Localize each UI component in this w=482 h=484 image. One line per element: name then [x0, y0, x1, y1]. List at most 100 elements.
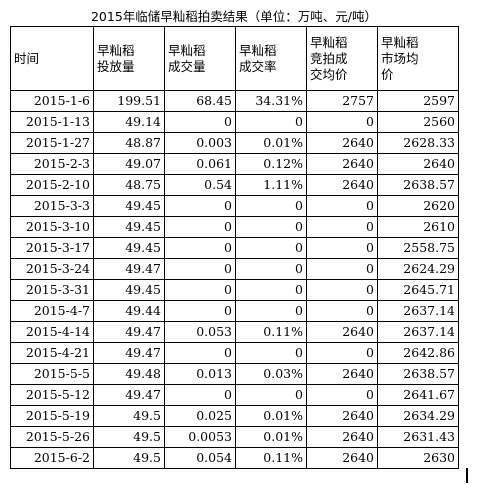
cell-supply[interactable]: 49.45 — [93, 216, 165, 238]
cell-avg-price[interactable]: 2757 — [306, 90, 378, 112]
cell-date[interactable]: 2015-3-10 — [10, 216, 94, 238]
header-cell-volume[interactable]: 早籼稻 成交量 — [164, 26, 236, 91]
cell-date[interactable]: 2015-6-2 — [10, 447, 94, 469]
cell-supply[interactable]: 49.5 — [93, 426, 165, 448]
cell-date[interactable]: 2015-2-10 — [10, 174, 94, 196]
cell-supply[interactable]: 49.48 — [93, 363, 165, 385]
cell-market-price[interactable]: 2597 — [377, 90, 459, 112]
cell-avg-price[interactable]: 0 — [306, 216, 378, 238]
cell-date[interactable]: 2015-4-7 — [10, 300, 94, 322]
cell-rate[interactable]: 0.01% — [235, 132, 307, 154]
cell-avg-price[interactable]: 2640 — [306, 321, 378, 343]
cell-date[interactable]: 2015-5-19 — [10, 405, 94, 427]
cell-supply[interactable]: 48.87 — [93, 132, 165, 154]
cell-supply[interactable]: 49.47 — [93, 321, 165, 343]
cell-supply[interactable]: 49.5 — [93, 447, 165, 469]
cell-date[interactable]: 2015-1-13 — [10, 111, 94, 133]
cell-rate[interactable]: 0.11% — [235, 447, 307, 469]
cell-avg-price[interactable]: 2640 — [306, 132, 378, 154]
cell-rate[interactable]: 0.03% — [235, 363, 307, 385]
cell-market-price[interactable]: 2624.29 — [377, 258, 459, 280]
cell-supply[interactable]: 49.47 — [93, 258, 165, 280]
cell-avg-price[interactable]: 2640 — [306, 153, 378, 175]
cell-volume[interactable]: 0.061 — [164, 153, 236, 175]
cell-avg-price[interactable]: 0 — [306, 279, 378, 301]
cell-avg-price[interactable]: 2640 — [306, 405, 378, 427]
cell-rate[interactable]: 0 — [235, 195, 307, 217]
cell-rate[interactable]: 0.01% — [235, 405, 307, 427]
cell-rate[interactable]: 0 — [235, 384, 307, 406]
cell-supply[interactable]: 49.45 — [93, 195, 165, 217]
cell-volume[interactable]: 0.54 — [164, 174, 236, 196]
cell-rate[interactable]: 0.12% — [235, 153, 307, 175]
cell-avg-price[interactable]: 0 — [306, 384, 378, 406]
cell-rate[interactable]: 0 — [235, 279, 307, 301]
header-cell-supply[interactable]: 早籼稻 投放量 — [93, 26, 165, 91]
cell-date[interactable]: 2015-4-14 — [10, 321, 94, 343]
header-cell-date[interactable]: 时间 — [10, 26, 94, 91]
cell-supply[interactable]: 49.5 — [93, 405, 165, 427]
cell-volume[interactable]: 0 — [164, 237, 236, 259]
cell-market-price[interactable]: 2640 — [377, 153, 459, 175]
cell-avg-price[interactable]: 0 — [306, 342, 378, 364]
cell-market-price[interactable]: 2610 — [377, 216, 459, 238]
cell-market-price[interactable]: 2631.43 — [377, 426, 459, 448]
cell-date[interactable]: 2015-5-12 — [10, 384, 94, 406]
cell-volume[interactable]: 0.054 — [164, 447, 236, 469]
cell-market-price[interactable]: 2641.67 — [377, 384, 459, 406]
cell-market-price[interactable]: 2634.29 — [377, 405, 459, 427]
cell-date[interactable]: 2015-3-17 — [10, 237, 94, 259]
cell-avg-price[interactable]: 2640 — [306, 447, 378, 469]
cell-market-price[interactable]: 2560 — [377, 111, 459, 133]
cell-market-price[interactable]: 2630 — [377, 447, 459, 469]
cell-market-price[interactable]: 2620 — [377, 195, 459, 217]
cell-supply[interactable]: 49.44 — [93, 300, 165, 322]
cell-date[interactable]: 2015-3-31 — [10, 279, 94, 301]
cell-market-price[interactable]: 2638.57 — [377, 174, 459, 196]
cell-market-price[interactable]: 2558.75 — [377, 237, 459, 259]
cell-volume[interactable]: 0.0053 — [164, 426, 236, 448]
cell-volume[interactable]: 0 — [164, 111, 236, 133]
cell-supply[interactable]: 49.47 — [93, 342, 165, 364]
cell-avg-price[interactable]: 0 — [306, 195, 378, 217]
cell-rate[interactable]: 34.31% — [235, 90, 307, 112]
cell-avg-price[interactable]: 2640 — [306, 426, 378, 448]
cell-date[interactable]: 2015-5-5 — [10, 363, 94, 385]
cell-volume[interactable]: 0 — [164, 216, 236, 238]
cell-supply[interactable]: 49.45 — [93, 237, 165, 259]
cell-rate[interactable]: 0 — [235, 258, 307, 280]
cell-supply[interactable]: 49.45 — [93, 279, 165, 301]
cell-volume[interactable]: 0 — [164, 384, 236, 406]
cell-volume[interactable]: 0 — [164, 300, 236, 322]
cell-supply[interactable]: 199.51 — [93, 90, 165, 112]
header-cell-rate[interactable]: 早籼稻 成交率 — [235, 26, 307, 91]
header-cell-avg-price[interactable]: 早籼稻 竞拍成 交均价 — [306, 26, 378, 91]
cell-rate[interactable]: 0 — [235, 342, 307, 364]
cell-rate[interactable]: 0 — [235, 216, 307, 238]
cell-market-price[interactable]: 2637.14 — [377, 300, 459, 322]
cell-rate[interactable]: 0 — [235, 111, 307, 133]
cell-rate[interactable]: 0 — [235, 300, 307, 322]
cell-supply[interactable]: 49.14 — [93, 111, 165, 133]
cell-avg-price[interactable]: 0 — [306, 300, 378, 322]
cell-date[interactable]: 2015-1-27 — [10, 132, 94, 154]
cell-rate[interactable]: 0.01% — [235, 426, 307, 448]
cell-rate[interactable]: 0 — [235, 237, 307, 259]
cell-volume[interactable]: 0.013 — [164, 363, 236, 385]
cell-rate[interactable]: 0.11% — [235, 321, 307, 343]
cell-volume[interactable]: 0 — [164, 342, 236, 364]
cell-date[interactable]: 2015-1-6 — [10, 90, 94, 112]
cell-date[interactable]: 2015-5-26 — [10, 426, 94, 448]
cell-volume[interactable]: 0 — [164, 279, 236, 301]
cell-volume[interactable]: 0 — [164, 195, 236, 217]
cell-supply[interactable]: 49.07 — [93, 153, 165, 175]
cell-volume[interactable]: 0.003 — [164, 132, 236, 154]
cell-avg-price[interactable]: 0 — [306, 237, 378, 259]
cell-date[interactable]: 2015-3-3 — [10, 195, 94, 217]
cell-date[interactable]: 2015-3-24 — [10, 258, 94, 280]
cell-market-price[interactable]: 2638.57 — [377, 363, 459, 385]
cell-avg-price[interactable]: 2640 — [306, 174, 378, 196]
cell-supply[interactable]: 49.47 — [93, 384, 165, 406]
cell-avg-price[interactable]: 0 — [306, 258, 378, 280]
cell-volume[interactable]: 0 — [164, 258, 236, 280]
